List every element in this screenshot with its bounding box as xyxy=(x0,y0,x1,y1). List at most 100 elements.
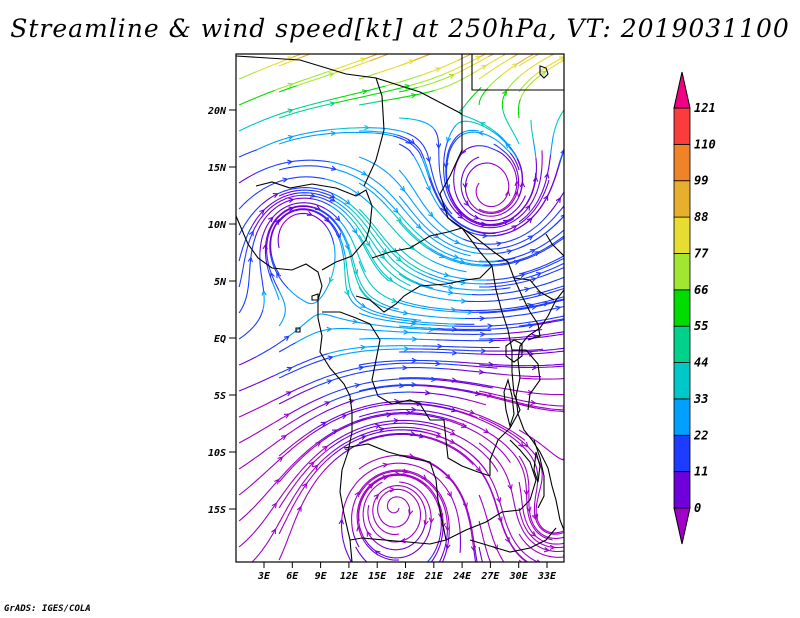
streamline-segment xyxy=(458,489,468,508)
streamline-segment xyxy=(526,494,529,514)
streamline-segment xyxy=(295,409,313,421)
streamline-segment xyxy=(511,181,518,200)
streamline-segment xyxy=(532,392,552,396)
streamline-segment xyxy=(379,488,395,501)
streamline-segment xyxy=(319,209,336,222)
streamline-segment xyxy=(507,208,524,221)
streamline-segment xyxy=(533,54,535,55)
border-egypt xyxy=(471,54,564,91)
streamline-segment xyxy=(359,380,379,386)
streamline-segment xyxy=(470,218,490,225)
streamline-segment xyxy=(438,167,444,187)
streamline-segment xyxy=(391,391,411,394)
streamline-segment xyxy=(475,182,480,202)
streamline-segment xyxy=(437,493,447,512)
streamline-segment xyxy=(375,550,394,559)
streamline-arrowhead xyxy=(401,47,406,51)
streamline-segment xyxy=(275,198,294,208)
streamline-segment xyxy=(510,400,530,406)
streamline-segment xyxy=(358,477,373,493)
streamline-segment xyxy=(522,191,533,209)
streamline-segment xyxy=(407,312,427,317)
streamline-segment xyxy=(533,351,553,355)
streamline-segment xyxy=(368,368,388,372)
streamline-segment xyxy=(563,56,564,57)
streamline-segment xyxy=(339,220,351,238)
streamline-segment xyxy=(454,387,474,393)
streamline-segment xyxy=(532,223,549,237)
streamline-arrowhead xyxy=(558,56,564,62)
streamline-segment xyxy=(462,262,482,267)
streamline-segment xyxy=(517,98,521,119)
streamline-segment xyxy=(319,281,331,299)
streamline-segment xyxy=(479,311,499,314)
streamline-segment xyxy=(349,440,368,450)
colorbar-segment xyxy=(673,216,691,254)
streamline-segment xyxy=(353,94,373,100)
streamline-segment xyxy=(396,321,416,325)
streamline-segment xyxy=(567,409,586,410)
streamline-segment xyxy=(423,484,437,500)
streamline-segment xyxy=(453,416,472,425)
streamline-segment xyxy=(343,184,361,196)
streamline-segment xyxy=(385,433,405,437)
streamline-segment xyxy=(451,446,468,458)
streamline-segment xyxy=(517,277,536,284)
streamline-segment xyxy=(505,142,518,160)
streamline-segment xyxy=(441,186,451,205)
streamline-segment xyxy=(518,429,536,441)
streamline-segment xyxy=(510,162,518,182)
streamline-segment xyxy=(262,202,279,216)
streamline-segment xyxy=(444,210,460,225)
streamline-segment xyxy=(398,169,412,186)
streamline-segment xyxy=(489,219,509,225)
streamline-segment xyxy=(555,235,564,243)
streamline-segment xyxy=(362,536,376,552)
streamline-segment xyxy=(369,54,389,62)
streamline-arrowhead xyxy=(328,45,333,49)
streamline-segment xyxy=(365,345,385,348)
streamline-segment xyxy=(479,234,499,237)
streamline-segment xyxy=(518,267,538,275)
streamline-segment xyxy=(296,483,308,501)
lat-tick-label: 15N xyxy=(208,163,227,174)
streamline-segment xyxy=(418,423,438,429)
streamline-segment xyxy=(432,536,441,556)
streamline-segment xyxy=(533,461,539,481)
streamline-segment xyxy=(473,456,487,472)
streamline-segment xyxy=(566,215,580,228)
streamline-segment xyxy=(365,306,384,315)
streamline-segment xyxy=(314,356,333,364)
streamline-segment xyxy=(493,455,505,472)
streamline-segment xyxy=(333,193,351,205)
streamline-segment xyxy=(238,149,258,158)
streamline-segment xyxy=(368,251,380,269)
streamline-segment xyxy=(291,159,312,163)
colorbar-level-label: 11 xyxy=(694,465,708,479)
border-sudan xyxy=(439,54,555,301)
streamline-segment xyxy=(479,260,499,262)
streamline-segment xyxy=(536,480,543,500)
streamline-segment xyxy=(424,522,432,541)
latitude-ticks: 20N 15N 10N 5N EQ 5S 10S 15S xyxy=(207,106,236,516)
streamline-segment xyxy=(535,528,553,539)
streamline-segment xyxy=(491,420,510,431)
streamline-segment xyxy=(306,468,320,484)
streamline-segment xyxy=(360,308,380,317)
streamline-segment xyxy=(278,542,288,561)
streamline-segment xyxy=(449,197,462,215)
streamline-segment xyxy=(436,307,456,311)
streamline-segment xyxy=(246,231,254,250)
streamline-segment xyxy=(519,32,536,40)
streamline-segment xyxy=(297,78,316,87)
streamline-segment xyxy=(376,433,397,438)
streamline-segment xyxy=(331,374,351,382)
streamline-segment xyxy=(329,221,341,238)
streamline-segment xyxy=(456,380,476,385)
streamline-segment xyxy=(288,404,307,415)
streamline-segment xyxy=(474,122,492,132)
streamline-segment xyxy=(406,40,424,47)
streamline-segment xyxy=(427,220,443,235)
streamline-segment xyxy=(477,223,497,227)
streamline-segment xyxy=(521,500,527,520)
